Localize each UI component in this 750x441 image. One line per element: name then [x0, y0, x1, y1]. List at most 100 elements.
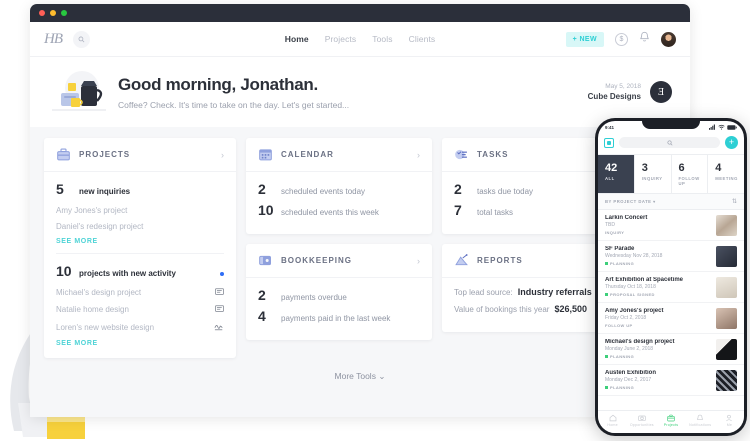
chevron-right-icon[interactable]: › [417, 255, 420, 266]
nav-link-clients[interactable]: Clients [408, 34, 436, 44]
new-button[interactable]: + NEW [565, 31, 604, 47]
phone-tab-count: 4 [715, 162, 722, 174]
chevron-right-icon[interactable]: › [417, 149, 420, 160]
phone-nav-label: Home [607, 423, 618, 427]
search-input[interactable] [619, 137, 720, 148]
status-dot-icon [605, 355, 608, 359]
add-button[interactable]: + [725, 136, 738, 149]
list-item[interactable]: Larkin Concert TBD INQUIRY [598, 210, 744, 241]
list-item[interactable]: SF Parade Wednesday Nov 28, 2018 PLANNIN… [598, 241, 744, 272]
app-top-navigation: HB Home Projects Tools Clients + NEW $ [30, 22, 690, 57]
greeting-text: Good morning, Jonathan. Coffee? Check. I… [118, 75, 349, 110]
greeting-title: Good morning, Jonathan. [118, 74, 318, 94]
list-item[interactable]: Natalie home design [56, 301, 224, 318]
close-window-button[interactable] [39, 10, 45, 16]
project-status-badge: PLANNING [605, 354, 711, 359]
project-status-badge: INQUIRY [605, 230, 711, 235]
phone-tab-all[interactable]: 42 ALL [598, 155, 635, 193]
nav-link-projects[interactable]: Projects [324, 34, 357, 44]
project-thumbnail [716, 338, 737, 360]
nav-link-tools[interactable]: Tools [372, 34, 393, 44]
reports-bookings-label: Value of bookings this year [454, 305, 550, 314]
status-dot-icon [605, 386, 608, 390]
list-item[interactable]: Loren's new website design [56, 318, 224, 336]
phone-nav-projects[interactable]: Projects [656, 414, 685, 427]
status-time: 9:41 [605, 124, 615, 130]
tasks-total-label: total tasks [477, 208, 514, 217]
dashboard-cards: PROJECTS › 5 new inquiries Amy Jones's p… [44, 138, 676, 358]
project-name: Michael's design project [56, 288, 142, 297]
list-item[interactable]: Amy Jones's project Friday Oct 2, 2018 F… [598, 303, 744, 334]
reports-bookings-value: $26,500 [554, 304, 588, 314]
list-item-text: Austen Exhibition Monday Dec 2, 2017 PLA… [605, 370, 711, 391]
maximize-window-button[interactable] [61, 10, 67, 16]
see-more-inquiries[interactable]: SEE MORE [56, 238, 98, 245]
tasks-total-count: 7 [454, 202, 462, 218]
minimize-window-button[interactable] [50, 10, 56, 16]
calendar-week-count: 10 [258, 202, 274, 218]
grid-icon[interactable] [604, 137, 614, 148]
comment-icon[interactable] [215, 304, 224, 315]
phone-status-bar: 9:41 [598, 121, 744, 133]
briefcase-icon [57, 148, 70, 161]
projects-card-header[interactable]: PROJECTS › [44, 138, 236, 172]
phone-tab-inquiry[interactable]: 3 INQUIRY [635, 155, 672, 193]
phone-tab-label: MEETING [715, 176, 738, 181]
projects-inquiries-stat: 5 new inquiries [56, 181, 224, 197]
bookkeeping-card-header[interactable]: BOOKKEEPING › [246, 244, 432, 278]
more-tools-button[interactable]: More Tools ⌄ [44, 358, 676, 382]
chevron-right-icon[interactable]: › [221, 149, 224, 160]
person-icon [726, 414, 733, 421]
home-icon [609, 414, 616, 421]
calendar-card-body: 2 scheduled events today 10 scheduled ev… [246, 172, 432, 234]
phone-screen: 9:41 + 42 ALL 3 INQUIRY 6 [598, 121, 744, 433]
projects-card-title: PROJECTS [79, 150, 131, 159]
phone-nav-me[interactable]: Me [715, 414, 744, 427]
user-avatar[interactable] [661, 31, 676, 47]
list-item[interactable]: Michael's design project [56, 284, 224, 301]
list-item[interactable]: Daniel's redesign project [56, 218, 224, 234]
list-item-text: Larkin Concert TBD INQUIRY [605, 215, 711, 236]
sort-dropdown[interactable]: BY PROJECT DATE ▾ [605, 199, 656, 204]
comment-icon[interactable] [215, 287, 224, 298]
list-item[interactable]: Michael's design project Monday June 2, … [598, 334, 744, 365]
sort-direction-icon[interactable]: ⇅ [731, 199, 737, 205]
money-icon[interactable]: $ [615, 32, 628, 46]
phone-nav-home[interactable]: Home [598, 414, 627, 427]
company-logo-badge[interactable]: Ǝ [650, 81, 672, 103]
reports-card-header[interactable]: REPORTS [442, 244, 628, 278]
reports-bookings-row: Value of bookings this year $26,500 [454, 304, 616, 314]
tasks-card-title: TASKS [477, 150, 509, 159]
calendar-stat-row: 10 scheduled events this week [258, 202, 420, 218]
phone-tab-follow-up[interactable]: 6 FOLLOW UP [672, 155, 709, 193]
phone-sort-bar: BY PROJECT DATE ▾ ⇅ [598, 194, 744, 210]
app-logo[interactable]: HB [44, 30, 63, 47]
project-date: Monday June 2, 2018 [605, 346, 654, 353]
bell-icon[interactable] [639, 30, 650, 48]
bookkeeping-card: BOOKKEEPING › 2 payments overdue 4 payme… [246, 244, 432, 340]
phone-nav-label: Projects [663, 423, 679, 427]
project-thumbnail [716, 214, 737, 236]
phone-nav-opportunities[interactable]: Opportunities [627, 414, 656, 427]
project-thumbnail [716, 245, 737, 267]
see-more-activity[interactable]: SEE MORE [56, 340, 98, 347]
list-item[interactable]: Art Exhibition at Spacetime Thursday Oct… [598, 272, 744, 303]
phone-nav-notifications[interactable]: Notifications [686, 414, 715, 427]
project-name: Daniel's redesign project [56, 221, 144, 231]
nav-link-home[interactable]: Home [284, 34, 309, 44]
phone-tab-label: FOLLOW UP [678, 176, 700, 186]
list-item[interactable]: Amy Jones's project [56, 202, 224, 218]
phone-tab-meeting[interactable]: 4 MEETING [708, 155, 744, 193]
greeting-bar: Good morning, Jonathan. Coffee? Check. I… [30, 57, 690, 127]
project-name: SF Parade [605, 245, 635, 252]
search-icon[interactable] [73, 30, 90, 48]
project-name: Michael's design project [605, 338, 675, 345]
phone-tab-count: 6 [678, 162, 685, 174]
status-label: PLANNING [610, 385, 635, 391]
project-name: Loren's new website design [56, 322, 155, 332]
signature-icon[interactable] [214, 322, 224, 333]
calendar-card-header[interactable]: CALENDAR › [246, 138, 432, 172]
list-item[interactable]: Austen Exhibition Monday Dec 2, 2017 PLA… [598, 365, 744, 396]
phone-project-list: Larkin Concert TBD INQUIRY SF Parade Wed… [598, 210, 744, 410]
calendar-card: CALENDAR › 2 scheduled events today 10 s… [246, 138, 432, 234]
